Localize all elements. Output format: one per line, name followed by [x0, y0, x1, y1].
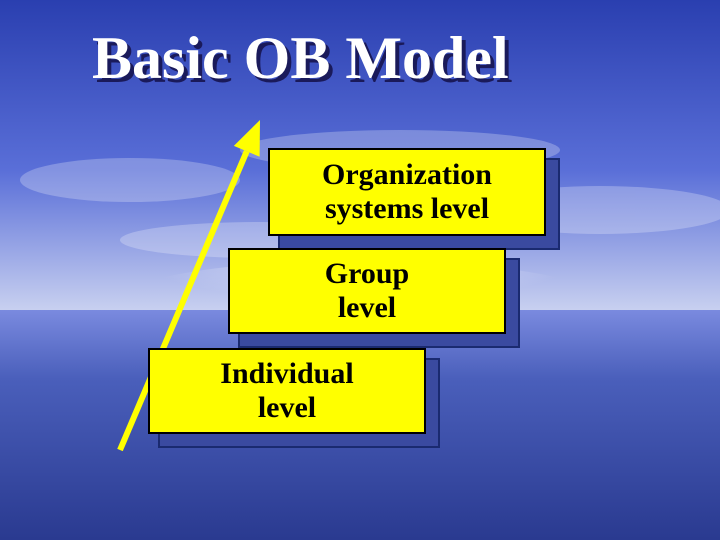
level-box-face: Individuallevel	[148, 348, 426, 434]
slide: Basic OB Model Basic OB Model Organizati…	[0, 0, 720, 540]
level-box-label: Individuallevel	[220, 357, 353, 426]
level-box-label: Grouplevel	[325, 257, 409, 326]
level-box-org: Organizationsystems level	[268, 148, 556, 246]
level-box-group: Grouplevel	[228, 248, 516, 344]
level-box-individual: Individuallevel	[148, 348, 436, 444]
level-box-face: Organizationsystems level	[268, 148, 546, 236]
level-box-face: Grouplevel	[228, 248, 506, 334]
level-box-label: Organizationsystems level	[322, 158, 492, 227]
